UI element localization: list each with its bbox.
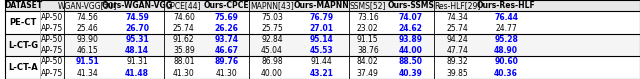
Bar	[6, 34, 640, 56]
Text: 91.31: 91.31	[126, 58, 148, 67]
Text: 76.44: 76.44	[494, 12, 518, 21]
Text: 74.60: 74.60	[173, 12, 195, 21]
Text: 48.90: 48.90	[494, 46, 518, 55]
Text: 25.46: 25.46	[76, 24, 98, 33]
Text: CPCE[44]: CPCE[44]	[166, 1, 202, 10]
Text: 25.74: 25.74	[446, 24, 468, 33]
Text: 39.85: 39.85	[446, 69, 468, 78]
Text: 93.89: 93.89	[399, 35, 422, 44]
Text: 95.28: 95.28	[494, 35, 518, 44]
Text: Ours-SSMS: Ours-SSMS	[387, 1, 434, 10]
Text: 75.03: 75.03	[261, 12, 283, 21]
Text: 27.01: 27.01	[310, 24, 334, 33]
Text: 26.26: 26.26	[214, 24, 238, 33]
Text: 76.79: 76.79	[310, 12, 334, 21]
Text: 74.07: 74.07	[399, 12, 422, 21]
Text: MAPNN[43]: MAPNN[43]	[250, 1, 294, 10]
Text: 45.04: 45.04	[261, 46, 283, 55]
Text: 89.32: 89.32	[447, 58, 468, 67]
Text: 24.62: 24.62	[399, 24, 422, 33]
Text: 48.14: 48.14	[125, 46, 149, 55]
Text: 41.30: 41.30	[216, 69, 237, 78]
Bar	[6, 0, 640, 11]
Text: 40.39: 40.39	[399, 69, 422, 78]
Text: 91.44: 91.44	[311, 58, 333, 67]
Text: 91.51: 91.51	[76, 58, 99, 67]
Text: Ours-WGAN-VGG: Ours-WGAN-VGG	[102, 1, 173, 10]
Text: 73.16: 73.16	[357, 12, 379, 21]
Text: AP-50: AP-50	[42, 12, 63, 21]
Text: Ours-Res-HLF: Ours-Res-HLF	[477, 1, 536, 10]
Text: 84.02: 84.02	[357, 58, 379, 67]
Text: 37.49: 37.49	[357, 69, 379, 78]
Text: DATASET: DATASET	[4, 1, 42, 10]
Text: Ours-CPCE: Ours-CPCE	[204, 1, 249, 10]
Text: 74.34: 74.34	[446, 12, 468, 21]
Text: 47.74: 47.74	[446, 46, 468, 55]
Text: WGAN-VGG[50]: WGAN-VGG[50]	[58, 1, 117, 10]
Text: 44.00: 44.00	[399, 46, 422, 55]
Text: 86.98: 86.98	[261, 58, 283, 67]
Text: AP-75: AP-75	[42, 46, 63, 55]
Text: AP-75: AP-75	[42, 24, 63, 33]
Text: 40.00: 40.00	[261, 69, 283, 78]
Bar	[6, 11, 640, 34]
Text: 40.36: 40.36	[494, 69, 518, 78]
Text: 89.76: 89.76	[214, 58, 238, 67]
Text: 88.50: 88.50	[399, 58, 422, 67]
Text: 91.62: 91.62	[173, 35, 195, 44]
Text: L-CT-G: L-CT-G	[8, 41, 38, 50]
Text: L-CT-A: L-CT-A	[8, 63, 38, 72]
Text: 95.14: 95.14	[310, 35, 333, 44]
Text: Res-HLF[29]: Res-HLF[29]	[434, 1, 481, 10]
Text: 45.53: 45.53	[310, 46, 333, 55]
Text: 35.89: 35.89	[173, 46, 195, 55]
Text: 46.67: 46.67	[214, 46, 238, 55]
Text: 41.30: 41.30	[173, 69, 195, 78]
Text: 94.24: 94.24	[446, 35, 468, 44]
Text: 23.02: 23.02	[357, 24, 379, 33]
Text: 88.01: 88.01	[173, 58, 195, 67]
Text: 91.15: 91.15	[357, 35, 379, 44]
Bar	[6, 56, 640, 79]
Text: 74.56: 74.56	[76, 12, 99, 21]
Text: 38.76: 38.76	[357, 46, 379, 55]
Text: 25.74: 25.74	[173, 24, 195, 33]
Text: 43.21: 43.21	[310, 69, 333, 78]
Text: Ours-MAPNN: Ours-MAPNN	[294, 1, 349, 10]
Text: 90.60: 90.60	[494, 58, 518, 67]
Text: 41.48: 41.48	[125, 69, 149, 78]
Text: 92.84: 92.84	[261, 35, 283, 44]
Text: PE-CT: PE-CT	[9, 18, 36, 27]
Text: AP-75: AP-75	[42, 69, 63, 78]
Text: 46.15: 46.15	[76, 46, 98, 55]
Text: 74.59: 74.59	[125, 12, 149, 21]
Text: SSMS[52]: SSMS[52]	[349, 1, 386, 10]
Text: 93.74: 93.74	[214, 35, 238, 44]
Text: 75.69: 75.69	[214, 12, 238, 21]
Text: 25.75: 25.75	[261, 24, 283, 33]
Text: AP-50: AP-50	[42, 35, 63, 44]
Text: 24.77: 24.77	[495, 24, 517, 33]
Text: 95.31: 95.31	[125, 35, 149, 44]
Text: 41.34: 41.34	[76, 69, 98, 78]
Text: 26.70: 26.70	[125, 24, 149, 33]
Text: 93.90: 93.90	[76, 35, 99, 44]
Text: AP-50: AP-50	[42, 58, 63, 67]
